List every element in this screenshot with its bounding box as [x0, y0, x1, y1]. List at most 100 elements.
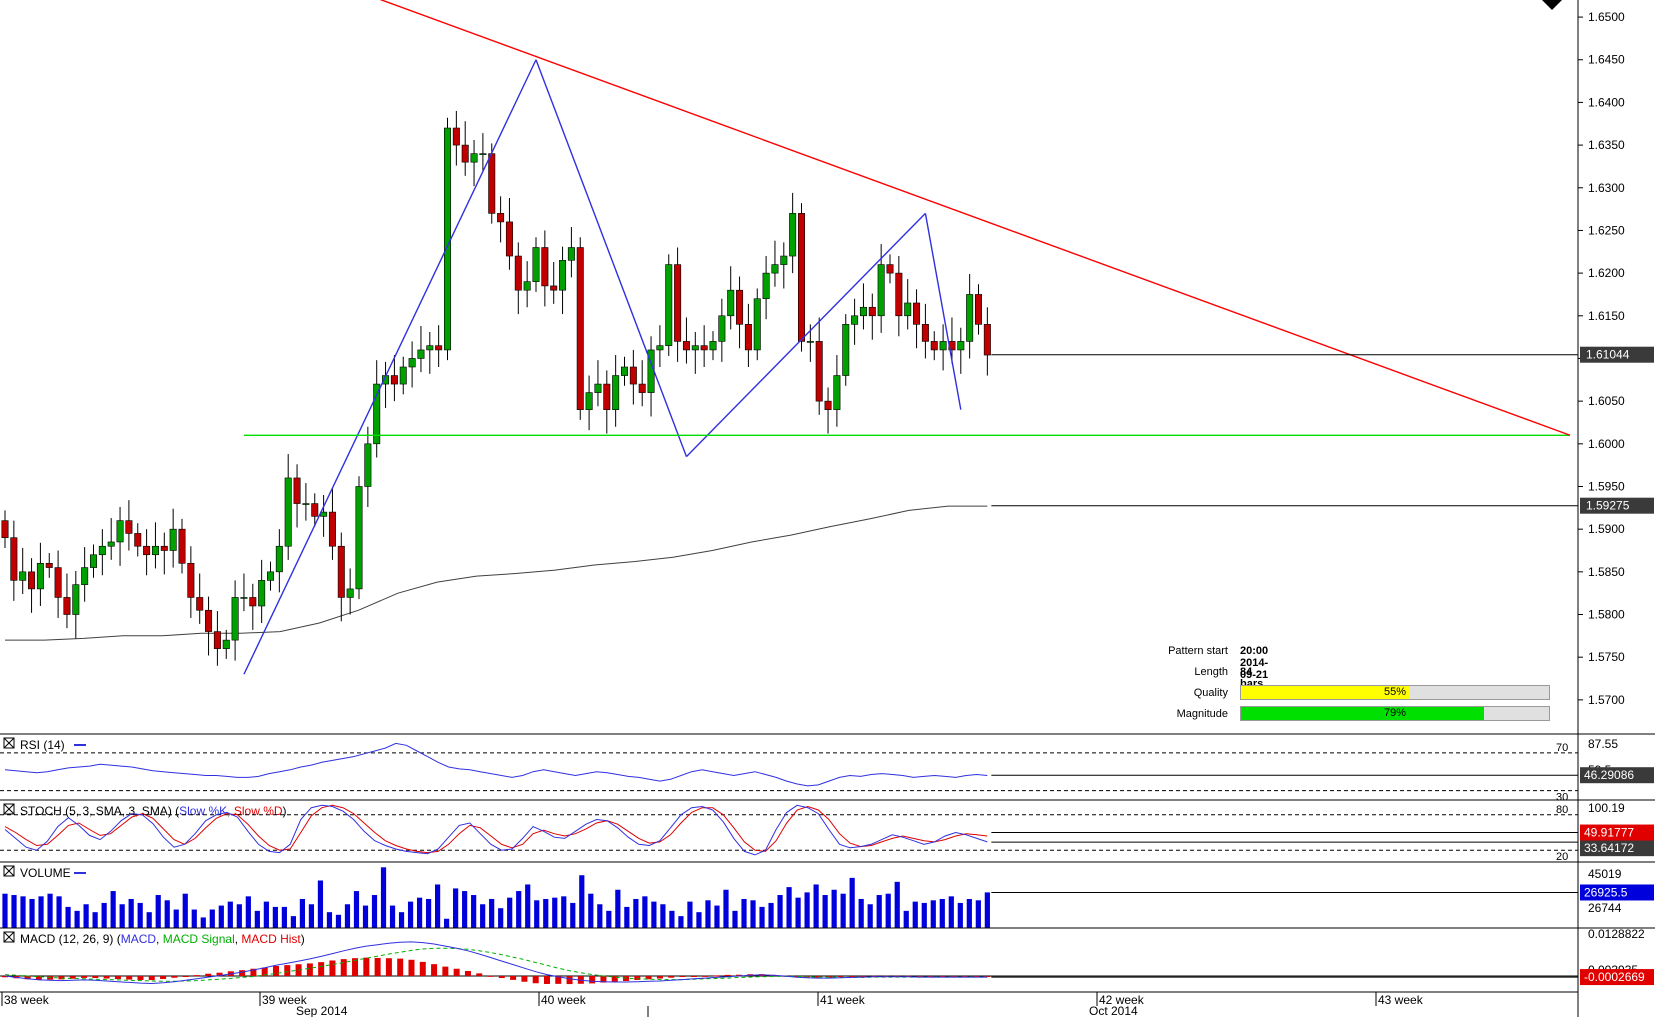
- macd-hist-bar: [939, 976, 946, 977]
- rsi-level-label: 70: [1556, 742, 1568, 754]
- candle-body: [895, 272, 903, 317]
- candle-body: [868, 306, 876, 317]
- candle-body: [789, 213, 797, 257]
- candle-body: [355, 486, 363, 590]
- volume-bar: [651, 901, 657, 928]
- macd-hist-bar: [668, 976, 675, 978]
- volume-bar: [137, 902, 143, 928]
- candle: [293, 464, 301, 528]
- macd-last-badge-bg: [1580, 969, 1654, 986]
- volume-bar: [83, 904, 89, 928]
- macd-hist-bar: [464, 970, 471, 976]
- candle-body: [842, 324, 850, 376]
- volume-bar: [912, 901, 918, 928]
- macd-hist-bar: [114, 976, 121, 980]
- macd-hist-bar: [250, 968, 257, 976]
- candle-body: [249, 597, 257, 607]
- candle: [390, 355, 398, 402]
- panel-header-part: Slow %K: [179, 804, 227, 818]
- macd-hist-bar: [363, 957, 370, 976]
- candle: [930, 331, 938, 361]
- candle-body: [222, 639, 230, 649]
- candle: [452, 110, 460, 166]
- volume-bar: [425, 898, 432, 928]
- candle-body: [470, 153, 478, 163]
- macd-hist-bar: [419, 961, 426, 976]
- candle-body: [497, 213, 505, 223]
- candle: [337, 532, 345, 622]
- macd-hist-bar: [126, 976, 133, 980]
- volume-bar: [471, 895, 477, 928]
- candle: [196, 573, 204, 624]
- candle: [90, 544, 98, 578]
- rsi-tick-label: 87.55: [1588, 737, 1618, 751]
- stoch-last-badge-2-bg: [1580, 840, 1654, 857]
- candle-body: [461, 144, 469, 163]
- candle: [311, 493, 319, 527]
- volume-bar: [344, 904, 351, 928]
- volume-bar: [453, 888, 459, 928]
- candle-body: [744, 324, 752, 351]
- candle: [187, 546, 195, 618]
- volume-bar: [975, 900, 981, 928]
- candle: [523, 261, 531, 308]
- candle-body: [700, 345, 708, 351]
- volume-bar: [570, 902, 576, 928]
- candle: [1, 510, 9, 548]
- volume-bar: [272, 906, 278, 928]
- week-label: 39 week: [262, 993, 308, 1007]
- volume-bar: [11, 895, 17, 928]
- candle: [470, 139, 478, 187]
- candle-body: [656, 345, 664, 351]
- candle-body: [762, 272, 770, 300]
- candle: [45, 553, 53, 578]
- macd-hist-bar: [555, 976, 562, 984]
- candle: [373, 360, 381, 458]
- macd-last-badge: -0.0002669: [1584, 970, 1645, 984]
- volume-bar: [903, 910, 909, 928]
- collapse-icon-stroke: [3, 931, 15, 943]
- panel-header-part: RSI (14): [20, 738, 65, 752]
- candle-body: [311, 503, 319, 517]
- volume-bar: [173, 909, 179, 928]
- volume-bar: [444, 918, 450, 928]
- panel-header-part: MACD Signal: [163, 932, 235, 946]
- macd-hist-bar: [306, 963, 313, 976]
- volume-bar: [227, 901, 233, 928]
- candle-body: [143, 545, 151, 556]
- candle-body: [718, 315, 726, 342]
- candle-body: [585, 392, 593, 410]
- macd-hist-bar: [182, 976, 189, 977]
- candle-body: [682, 341, 690, 351]
- candle-body: [178, 528, 186, 564]
- volume-bar: [633, 898, 639, 928]
- candle: [98, 529, 106, 576]
- macd-hist-bar: [318, 962, 325, 976]
- candle: [736, 276, 744, 349]
- volume-bar: [624, 906, 630, 928]
- volume-bar: [489, 898, 495, 928]
- candle: [205, 596, 213, 656]
- macd-hist-bar: [702, 975, 709, 977]
- candle: [497, 196, 505, 243]
- candle: [532, 237, 540, 292]
- candle-body: [426, 345, 434, 351]
- volume-bar: [254, 910, 260, 928]
- candle: [709, 331, 717, 361]
- candle-body: [939, 341, 947, 351]
- rsi-last-badge-bg: [1580, 767, 1654, 784]
- macd-hist-bar: [35, 976, 42, 980]
- macd-hist-bar: [431, 964, 438, 976]
- candle: [505, 198, 513, 270]
- volume-tick-label: 26744: [1588, 901, 1622, 915]
- candle: [107, 518, 115, 560]
- magnitude-percent: 79%: [1383, 707, 1407, 719]
- macd-hist-bar: [487, 975, 494, 977]
- macd-hist-bar: [272, 965, 279, 976]
- candle: [603, 370, 611, 434]
- price-tick-label: 1.5950: [1588, 479, 1625, 493]
- price-tick-label: 1.6150: [1588, 309, 1625, 323]
- macd-hist-bar: [713, 975, 720, 977]
- candle-body: [505, 221, 513, 257]
- volume-bar: [245, 896, 251, 928]
